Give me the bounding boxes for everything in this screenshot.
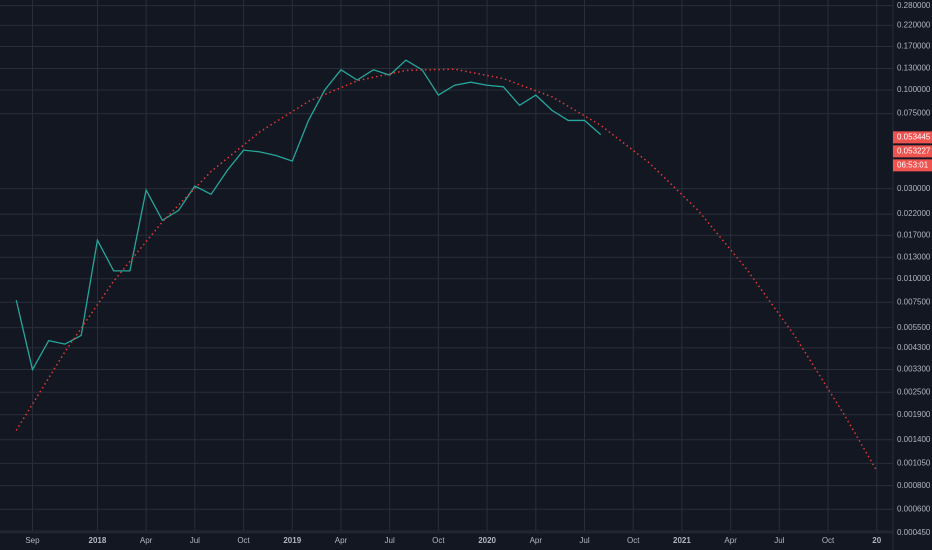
x-tick-label: Jul [385, 536, 395, 545]
price-label: 0.053445 [897, 132, 931, 141]
y-tick-label: 0.100000 [897, 85, 931, 94]
price-line [15, 59, 602, 372]
y-tick-label: 0.010000 [897, 274, 931, 283]
price-label: 0.053227 [897, 146, 931, 155]
x-tick-label: 2021 [673, 536, 691, 545]
y-tick-label: 0.000800 [897, 481, 931, 490]
y-tick-label: 0.001050 [897, 458, 931, 467]
y-tick-label: 0.030000 [897, 184, 931, 193]
y-tick-label: 0.130000 [897, 64, 931, 73]
x-tick-label: Apr [140, 536, 153, 545]
x-tick-label: Jul [190, 536, 200, 545]
x-tick-label: 2020 [478, 536, 496, 545]
y-tick-label: 0.170000 [897, 42, 931, 51]
x-tick-label: 2018 [89, 536, 107, 545]
x-tick-label: Oct [627, 536, 640, 545]
y-tick-label: 0.280000 [897, 1, 931, 10]
price-label-box [893, 145, 932, 158]
y-tick-label: 0.000600 [897, 504, 931, 513]
x-tick-label: Oct [432, 536, 445, 545]
countdown-box [893, 159, 932, 172]
x-tick-label: Oct [822, 536, 835, 545]
x-tick-label: Apr [724, 536, 737, 545]
y-tick-label: 0.022000 [897, 209, 931, 218]
countdown: 06:53:01 [897, 160, 929, 169]
x-tick-label: 2019 [283, 536, 301, 545]
y-tick-label: 0.075000 [897, 109, 931, 118]
y-tick-label: 0.007500 [897, 297, 931, 306]
x-tick-label: Jul [774, 536, 784, 545]
price-label-box [893, 131, 932, 144]
y-tick-label: 0.001900 [897, 410, 931, 419]
x-tick-label: Jul [579, 536, 589, 545]
y-tick-label: 0.001400 [897, 435, 931, 444]
y-tick-label: 0.000450 [897, 528, 931, 537]
x-tick-label: Apr [530, 536, 543, 545]
x-tick-label: 20 [872, 536, 881, 545]
y-tick-label: 0.003300 [897, 365, 931, 374]
y-tick-label: 0.220000 [897, 21, 931, 30]
y-tick-label: 0.005500 [897, 323, 931, 332]
y-tick-label: 0.004300 [897, 343, 931, 352]
y-tick-label: 0.017000 [897, 230, 931, 239]
x-tick-label: Sep [25, 536, 40, 545]
y-tick-label: 0.002500 [897, 387, 931, 396]
x-tick-label: Apr [335, 536, 348, 545]
x-tick-label: Oct [237, 536, 250, 545]
y-tick-label: 0.013000 [897, 252, 931, 261]
